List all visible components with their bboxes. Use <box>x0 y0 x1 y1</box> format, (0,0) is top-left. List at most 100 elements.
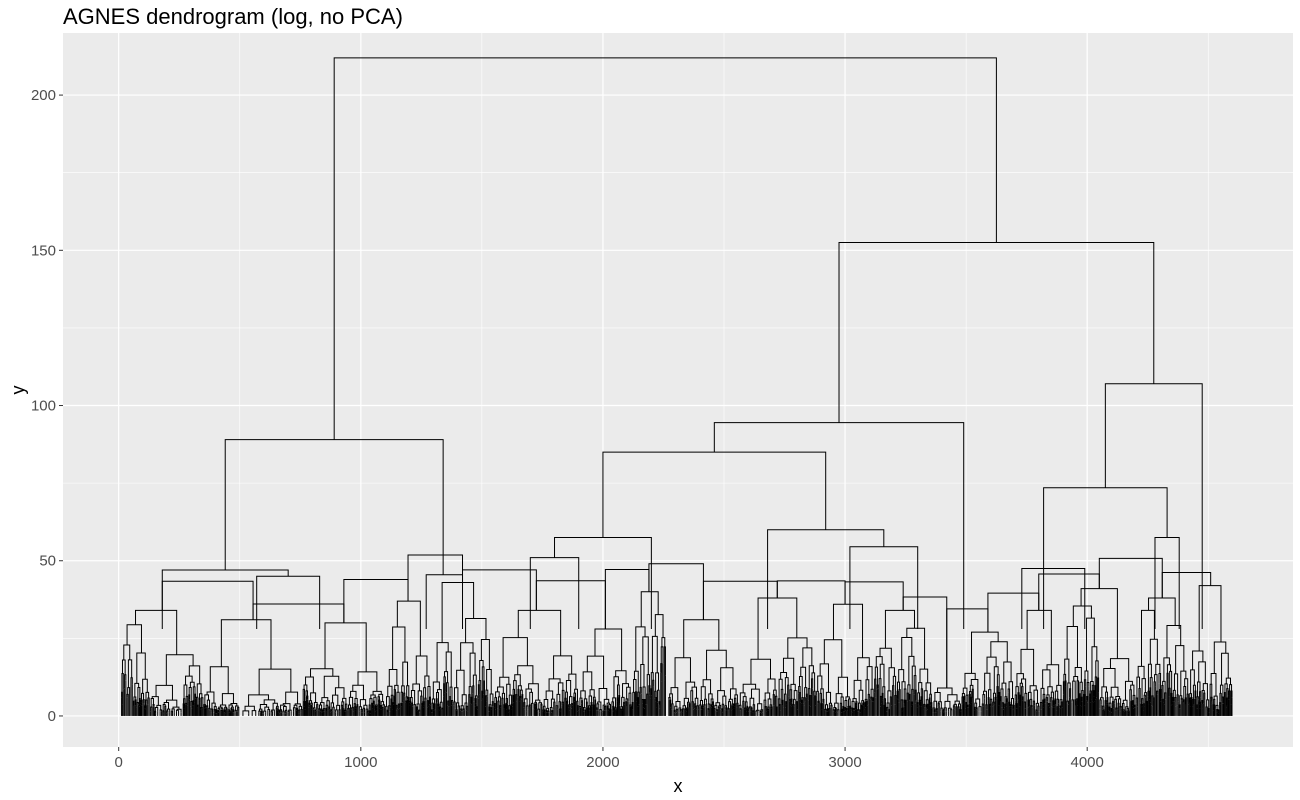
dendrogram-link <box>650 672 654 689</box>
dendrogram-link <box>984 672 991 692</box>
dendrogram-link <box>920 696 923 707</box>
dendrogram-link <box>1223 691 1226 701</box>
dendrogram-link <box>134 682 140 697</box>
dendrogram-link <box>387 685 393 697</box>
dendrogram-link <box>1001 702 1004 710</box>
dendrogram-link <box>814 695 816 706</box>
dendrogram-link <box>565 691 568 702</box>
dendrogram-link <box>787 684 790 697</box>
dendrogram-link <box>1162 698 1164 706</box>
y-tick-label: 200 <box>31 87 56 104</box>
dendrogram-link <box>1207 707 1210 713</box>
dendrogram-link <box>400 702 403 708</box>
dendrogram-link <box>722 695 727 706</box>
dendrogram-link <box>1102 709 1105 712</box>
dendrogram-link <box>198 697 201 703</box>
dendrogram-link <box>1046 694 1050 704</box>
dendrogram-link <box>962 687 968 696</box>
dendrogram-link <box>461 694 467 706</box>
y-axis-title: y <box>8 386 28 395</box>
dendrogram-link <box>1084 670 1089 683</box>
dendrogram-link <box>171 708 175 713</box>
dendrogram-link <box>468 694 471 706</box>
dendrogram-link <box>782 657 795 685</box>
dendrogram-link <box>646 693 649 706</box>
dendrogram-link <box>568 703 571 708</box>
dendrogram-link <box>625 701 628 708</box>
dendrogram-link <box>816 690 819 702</box>
dendrogram-link <box>517 685 522 691</box>
dendrogram-link <box>969 691 972 698</box>
dendrogram-link <box>586 655 605 689</box>
dendrogram-link <box>519 695 522 702</box>
dendrogram-link <box>503 704 506 711</box>
dendrogram-link <box>1019 694 1022 707</box>
dendrogram-link <box>959 709 962 713</box>
dendrogram-link <box>1121 702 1125 711</box>
dendrogram-link <box>684 708 687 711</box>
dendrogram-link <box>738 704 742 709</box>
dendrogram-link <box>335 709 338 713</box>
dendrogram-link <box>964 672 976 689</box>
dendrogram-link <box>889 696 892 708</box>
dendrogram-link <box>427 686 431 701</box>
dendrogram-link <box>412 683 420 691</box>
dendrogram-link <box>767 706 770 710</box>
dendrogram-link <box>200 707 203 710</box>
dendrogram-link <box>611 701 614 707</box>
dendrogram-links <box>121 57 1233 716</box>
dendrogram-link <box>270 710 273 714</box>
dendrogram-link <box>137 687 141 703</box>
dendrogram-link <box>321 697 329 703</box>
dendrogram-link <box>472 685 475 702</box>
dendrogram-link <box>422 701 425 708</box>
dendrogram-link <box>150 706 153 712</box>
dendrogram-link <box>303 684 308 691</box>
dendrogram-link <box>888 667 895 691</box>
dendrogram-link <box>857 657 870 681</box>
dendrogram-link <box>1109 696 1114 704</box>
dendrogram-link <box>1136 676 1141 699</box>
dendrogram-link <box>1143 694 1146 704</box>
dendrogram-link <box>225 707 228 711</box>
dendrogram-link <box>757 703 763 711</box>
dendrogram-link <box>221 693 234 705</box>
dendrogram-link <box>479 659 484 681</box>
dendrogram-link <box>293 704 298 709</box>
dendrogram-link <box>608 703 611 710</box>
dendrogram-link <box>1010 704 1013 709</box>
dendrogram-link <box>844 707 846 712</box>
dendrogram-link <box>802 647 813 668</box>
dendrogram-link <box>1230 690 1233 705</box>
dendrogram-link <box>970 678 979 699</box>
dendrogram-link <box>176 708 182 713</box>
dendrogram-link <box>428 696 431 706</box>
dendrogram-link <box>642 636 649 675</box>
dendrogram-link <box>206 705 209 708</box>
dendrogram-link <box>621 708 624 711</box>
dendrogram-link <box>823 639 843 678</box>
dendrogram-link <box>847 705 850 711</box>
dendrogram-link <box>1017 692 1020 701</box>
dendrogram-link <box>1019 682 1023 696</box>
dendrogram-link <box>1072 680 1076 700</box>
dendrogram-link <box>1199 691 1202 703</box>
x-tick-label: 4000 <box>1071 754 1104 771</box>
dendrogram-link <box>925 704 928 711</box>
dendrogram-link <box>704 698 707 705</box>
dendrogram-link <box>904 699 907 707</box>
dendrogram-link <box>134 699 137 708</box>
dendrogram-link <box>501 692 506 705</box>
dendrogram-link <box>908 693 911 701</box>
dendrogram-link <box>139 697 141 707</box>
dendrogram-link <box>862 702 865 709</box>
dendrogram-link <box>135 609 178 655</box>
dendrogram-link <box>316 704 319 711</box>
dendrogram-link <box>824 708 827 712</box>
dendrogram-link <box>188 665 201 684</box>
dendrogram-link <box>641 699 644 708</box>
dendrogram-link <box>188 694 191 702</box>
dendrogram-link <box>1219 684 1224 697</box>
dendrogram-link <box>318 708 321 712</box>
dendrogram-link <box>907 684 911 695</box>
